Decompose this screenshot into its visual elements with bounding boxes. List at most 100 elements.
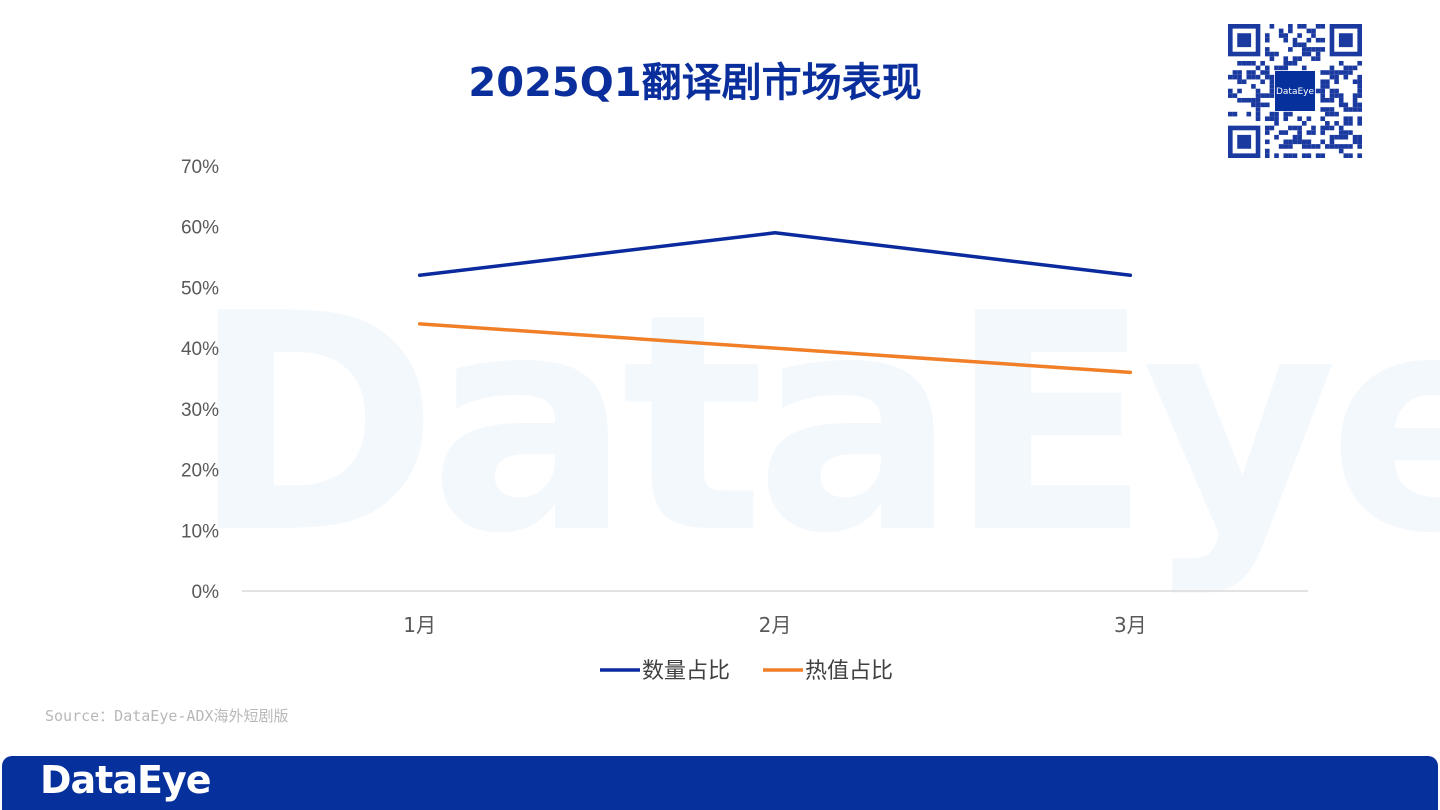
qr-module <box>1306 51 1312 57</box>
qr-module <box>1320 116 1326 122</box>
qr-module <box>1232 93 1238 98</box>
qr-module <box>1269 24 1275 29</box>
qr-module <box>1306 47 1312 52</box>
qr-finder-center <box>1237 134 1252 149</box>
qr-module <box>1320 79 1326 85</box>
y-tick-label: 60% <box>181 218 219 239</box>
qr-module <box>1320 47 1326 52</box>
qr-module <box>1329 97 1335 103</box>
qr-finder-center <box>1237 33 1252 48</box>
qr-module <box>1315 24 1321 29</box>
qr-module <box>1246 70 1252 75</box>
qr-module <box>1311 28 1316 34</box>
qr-module <box>1325 144 1330 149</box>
qr-module <box>1274 65 1279 71</box>
qr-module <box>1255 116 1261 122</box>
qr-module <box>1255 97 1261 103</box>
qr-module <box>1306 153 1312 158</box>
qr-module <box>1348 116 1353 122</box>
qr-module <box>1329 107 1335 112</box>
series-line-1 <box>417 231 1133 278</box>
qr-module <box>1348 121 1353 126</box>
qr-module <box>1311 144 1316 149</box>
qr-module <box>1260 102 1265 108</box>
qr-module <box>1325 125 1330 131</box>
qr-finder <box>1228 24 1261 57</box>
qr-module <box>1292 153 1298 158</box>
footer-bar: DataEye <box>2 756 1438 810</box>
qr-module <box>1264 102 1270 108</box>
qr-module <box>1232 74 1238 80</box>
qr-module <box>1292 125 1298 131</box>
qr-module <box>1329 70 1335 75</box>
qr-module <box>1292 134 1298 140</box>
qr-module <box>1315 47 1321 52</box>
qr-module <box>1274 134 1279 140</box>
qr-module <box>1251 97 1256 103</box>
qr-module <box>1264 153 1270 158</box>
qr-module <box>1264 70 1270 75</box>
qr-module <box>1251 84 1256 89</box>
qr-module <box>1288 28 1293 34</box>
qr-module <box>1329 125 1335 131</box>
qr-module <box>1283 33 1289 38</box>
qr-module <box>1352 79 1358 85</box>
qr-module <box>1315 144 1321 149</box>
qr-module <box>1269 93 1275 98</box>
qr-module <box>1357 153 1362 158</box>
qr-module <box>1325 79 1330 85</box>
qr-module <box>1297 33 1302 38</box>
qr-module <box>1255 88 1261 94</box>
qr-module <box>1338 130 1344 135</box>
qr-module <box>1306 116 1312 122</box>
qr-module <box>1246 74 1252 80</box>
qr-module <box>1311 125 1316 131</box>
qr-module <box>1357 60 1362 66</box>
qr-module <box>1264 139 1270 145</box>
qr-module <box>1292 56 1298 61</box>
qr-module <box>1338 70 1344 75</box>
qr-module <box>1343 102 1349 108</box>
qr-module <box>1343 134 1349 140</box>
qr-module <box>1329 65 1335 71</box>
qr-module <box>1325 70 1330 75</box>
qr-module <box>1352 93 1358 98</box>
qr-module <box>1329 134 1335 140</box>
footer-logo: DataEye <box>40 758 211 802</box>
qr-module <box>1325 111 1330 117</box>
qr-module <box>1301 144 1307 149</box>
qr-module <box>1228 93 1233 98</box>
qr-module <box>1348 70 1353 75</box>
qr-module <box>1269 56 1275 61</box>
qr-module <box>1297 24 1302 29</box>
qr-logo <box>1275 71 1315 111</box>
qr-module <box>1334 144 1339 149</box>
qr-module <box>1352 102 1358 108</box>
qr-module <box>1320 24 1326 29</box>
qr-module <box>1306 37 1312 43</box>
qr-module <box>1274 111 1279 117</box>
qr-module <box>1283 56 1289 61</box>
qr-module <box>1334 79 1339 85</box>
qr-module <box>1352 97 1358 103</box>
qr-module <box>1246 60 1252 66</box>
qr-module <box>1288 144 1293 149</box>
qr-module <box>1255 93 1261 98</box>
qr-module <box>1269 125 1275 131</box>
qr-module <box>1301 121 1307 126</box>
x-tick-label: 2月 <box>759 613 792 637</box>
qr-module <box>1264 74 1270 80</box>
qr-module <box>1237 60 1242 66</box>
qr-module <box>1343 121 1349 126</box>
qr-module <box>1255 102 1261 108</box>
qr-module <box>1269 84 1275 89</box>
qr-module <box>1338 97 1344 103</box>
qr-module <box>1348 130 1353 135</box>
qr-module <box>1301 139 1307 145</box>
qr-module <box>1325 107 1330 112</box>
qr-module <box>1255 65 1261 71</box>
qr-module <box>1255 74 1261 80</box>
qr-module <box>1255 111 1261 117</box>
qr-module <box>1329 93 1335 98</box>
qr-module <box>1264 33 1270 38</box>
